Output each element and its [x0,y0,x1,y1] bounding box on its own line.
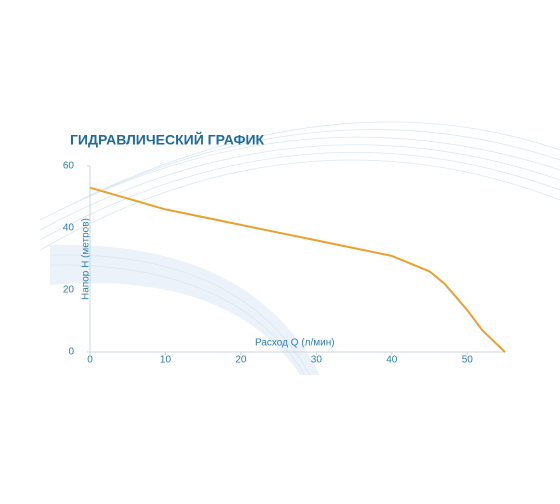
x-tick-label: 20 [235,355,247,366]
y-axis-label: Напор Н (метров) [81,218,92,300]
x-tick-label: 10 [160,355,172,366]
y-tick-label: 60 [63,161,75,172]
chart-title: ГИДРАВЛИЧЕСКИЙ ГРАФИК [70,131,265,148]
y-tick-label: 0 [68,347,74,358]
curve [89,186,506,353]
x-tick-label: 40 [386,355,398,366]
y-tick-label: 20 [63,285,75,296]
x-tick-label: 50 [462,355,474,366]
x-axis-label: Расход Q (л/мин) [255,338,335,349]
y-tick-label: 40 [63,223,75,234]
x-tick-label: 0 [87,355,93,366]
background-decor [39,121,560,376]
x-tick-label: 30 [311,355,323,366]
